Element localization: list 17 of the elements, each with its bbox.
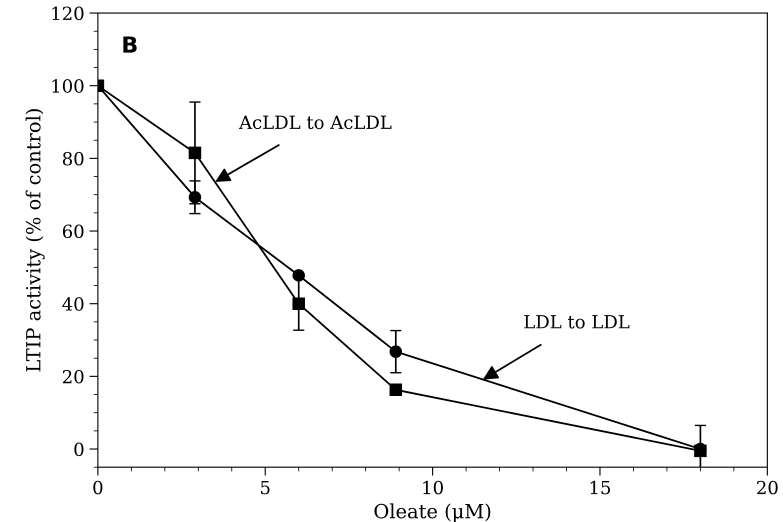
x-tick-label: 15 bbox=[590, 480, 610, 494]
y-tick-label: 0 bbox=[74, 442, 84, 456]
annotation: LDL to LDL bbox=[524, 315, 630, 329]
y-tick-label: 120 bbox=[52, 6, 84, 20]
y-tick-label: 60 bbox=[62, 224, 84, 238]
annotation: AcLDL to AcLDL bbox=[238, 116, 392, 130]
y-tick-label: 20 bbox=[62, 370, 84, 384]
x-tick-label: 5 bbox=[261, 480, 270, 494]
y-tick-label: 80 bbox=[62, 152, 84, 166]
x-tick-label: 10 bbox=[423, 480, 443, 494]
x-tick-label: 0 bbox=[93, 480, 102, 494]
y-axis-title: LTIP activity (% of control) bbox=[26, 109, 45, 372]
annotation: B bbox=[123, 36, 137, 53]
y-tick-label: 100 bbox=[52, 79, 84, 93]
x-tick-label: 20 bbox=[757, 480, 778, 494]
x-axis-title: Oleate (μM) bbox=[374, 503, 490, 522]
y-tick-label: 40 bbox=[62, 297, 84, 311]
